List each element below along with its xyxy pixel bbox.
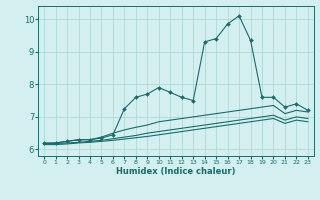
X-axis label: Humidex (Indice chaleur): Humidex (Indice chaleur) (116, 167, 236, 176)
